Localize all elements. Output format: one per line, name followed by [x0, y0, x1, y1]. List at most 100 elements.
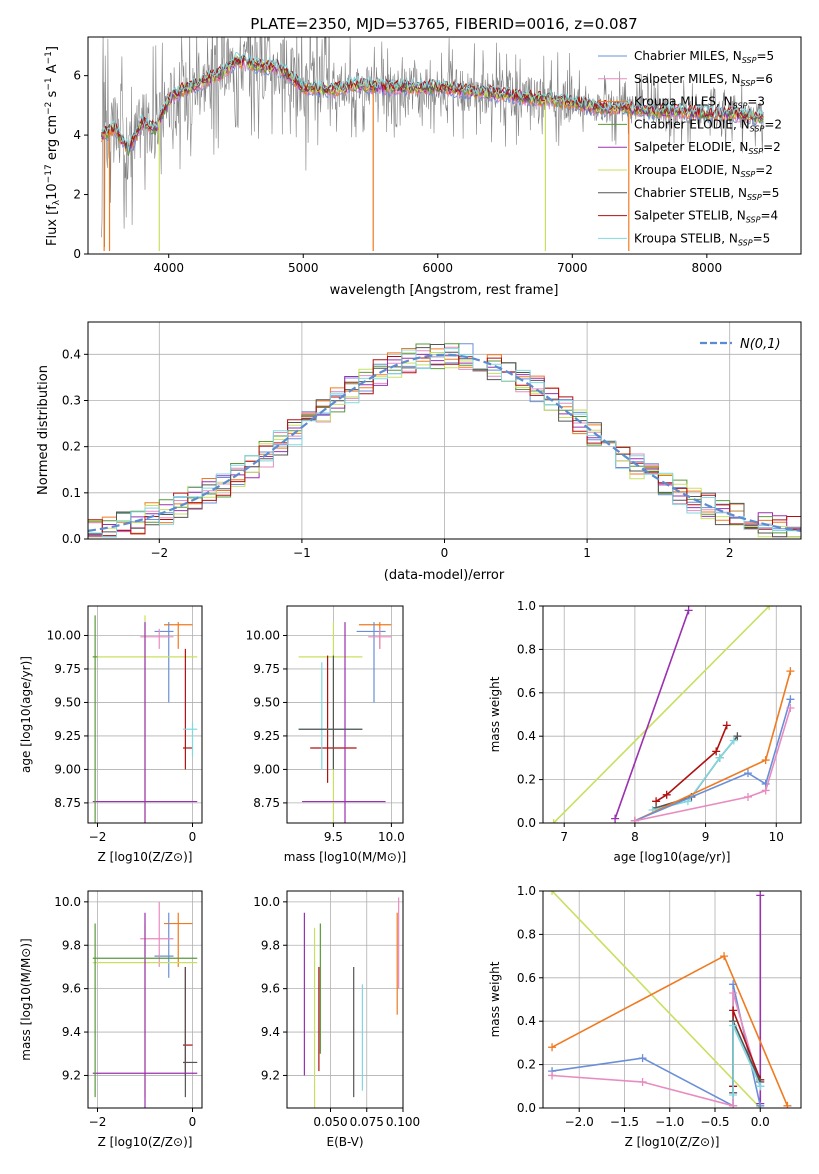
series-marker: [733, 732, 742, 741]
weight_vs_z-x-label: Z [log10(Z/Z⊙)]: [625, 1135, 720, 1149]
series-salpeter_miles: [548, 988, 765, 1108]
mass-vs-ebv-panel: 0.050 0.075 0.100 9.2 9.4 9.6 9.8 10.0 E(B-V): [253, 890, 420, 1149]
y-tick-label: 9.75: [253, 662, 280, 676]
y-tick-label: 8.75: [54, 796, 81, 810]
series-marker: [638, 1077, 647, 1086]
residual-histogram-salpeter_stelib: [88, 356, 801, 537]
series-marker: [722, 721, 731, 730]
weight_vs_age-x-label: age [log10(age/yr)]: [614, 850, 731, 864]
y-tick-label: 8.75: [253, 796, 280, 810]
spectrum-y-label: Flux [fλ10−17 erg cm−2 s−1 A−1]: [44, 46, 62, 246]
x-tick-label: 8: [631, 830, 639, 844]
y-tick-label: 9.2: [261, 1068, 280, 1082]
plot-frame: [542, 890, 802, 1109]
residual-panel: −2 −1 0 1 2 0.0 0.1 0.2 0.3 0.4 N(0,1) (data-model…: [36, 321, 802, 583]
age_vs_z-y-label: age [log10(age/yr)]: [19, 656, 33, 773]
series-chabrier_stelib: [652, 732, 742, 812]
point-chabrier_miles: [154, 912, 174, 978]
x-tick-label: 0: [189, 830, 197, 844]
y-tick-label: 0: [73, 247, 81, 261]
y-tick-label: 0.4: [517, 1014, 536, 1028]
age_vs_z-x-label: Z [log10(Z/Z⊙)]: [98, 850, 193, 864]
series-kroupa_elodie: [549, 606, 774, 823]
point-chabrier_stelib: [183, 966, 198, 1098]
series-marker: [756, 1101, 765, 1108]
spectrum-marks: [101, 37, 764, 252]
x-tick-label: −0.5: [700, 1115, 729, 1129]
y-tick-label: 9.6: [62, 982, 81, 996]
series-marker: [729, 1090, 738, 1099]
age-vs-z-panel: −2 0 8.75 9.00 9.25 9.50 9.75 10.00 Z [log10(Z/Z…: [19, 605, 203, 864]
age-vs-mass-panel: 9.5 10.0 8.75 9.00 9.25 9.50 9.75 10.00 mass [lo…: [246, 605, 406, 864]
mass_vs_z-x-label: Z [log10(Z/Z⊙)]: [98, 1135, 193, 1149]
mass_vs_ebv-marks: [303, 897, 400, 1108]
mass_vs_ebv-x-label: E(B-V): [326, 1135, 363, 1149]
y-tick-label: 10.0: [54, 895, 81, 909]
weight_vs_z-axes: −2.0 −1.5 −1.0 −0.5 0.0 0.0 0.2 0.4 0.6 0.8 1.0: [517, 884, 802, 1129]
x-tick-label: 0.0: [751, 1115, 770, 1129]
y-tick-label: 9.50: [54, 695, 81, 709]
legend-label-chabrier_miles: Chabrier MILES, NSSP=5: [634, 49, 774, 65]
series-marker: [765, 606, 774, 610]
x-tick-label: 10.0: [378, 830, 405, 844]
series-marker: [611, 814, 620, 823]
point-salpeter_stelib: [183, 966, 193, 1076]
series-marker: [548, 891, 557, 895]
series-marker: [548, 1043, 557, 1052]
y-tick-label: 9.4: [62, 1025, 81, 1039]
series-kroupa_miles: [548, 952, 792, 1108]
y-tick-label: 0.0: [517, 1101, 536, 1115]
series-marker: [549, 819, 558, 823]
y-tick-label: 0.2: [62, 440, 81, 454]
x-tick-label: −1.5: [610, 1115, 639, 1129]
x-tick-label: −2.0: [565, 1115, 594, 1129]
series-marker: [786, 703, 795, 712]
point-chabrier_stelib: [298, 655, 363, 770]
plot-frame: [87, 36, 802, 255]
point-salpeter_elodie: [302, 622, 386, 823]
y-tick-label: 0.8: [517, 642, 536, 656]
y-tick-label: 9.8: [62, 938, 81, 952]
y-tick-label: 0.4: [517, 729, 536, 743]
legend-label-salpeter_miles: Salpeter MILES, NSSP=6: [634, 72, 773, 88]
weight_vs_age-y-label: mass weight: [488, 676, 502, 752]
y-tick-label: 0.2: [517, 773, 536, 787]
spectrum-legend: Chabrier MILES, NSSP=5 Salpeter MILES, NS…: [598, 49, 782, 247]
point-chabrier_elodie: [92, 615, 98, 823]
series-marker: [729, 1021, 738, 1030]
y-tick-label: 0.6: [517, 686, 536, 700]
x-tick-label: −2: [89, 830, 107, 844]
x-tick-label: −1: [293, 546, 311, 560]
model-spectrum-kroupa_stelib: [101, 51, 764, 152]
plot-frame: [87, 605, 203, 824]
y-tick-label: 0.3: [62, 393, 81, 407]
y-tick-label: 9.2: [62, 1068, 81, 1082]
series-line: [634, 707, 792, 822]
weight_vs_z-marks: [548, 891, 792, 1108]
weight_vs_age-marks: [549, 606, 795, 823]
x-tick-label: −1.0: [655, 1115, 684, 1129]
series-line: [551, 984, 762, 1108]
point-salpeter_elodie: [92, 912, 198, 1108]
x-tick-label: 2: [726, 546, 734, 560]
y-tick-label: 0.6: [517, 971, 536, 985]
x-tick-label: 7: [560, 830, 568, 844]
series-line: [551, 891, 761, 1108]
series-marker: [761, 756, 770, 765]
x-tick-label: 4000: [153, 261, 184, 275]
plot-frame: [286, 890, 404, 1109]
spectrum-x-label: wavelength [Angstrom, rest frame]: [330, 283, 559, 298]
x-tick-label: −2: [89, 1115, 107, 1129]
plot-frame: [286, 605, 404, 824]
spectrum-title: PLATE=2350, MJD=53765, FIBERID=0016, z=0…: [250, 15, 637, 33]
legend-label-kroupa_elodie: Kroupa ELODIE, NSSP=2: [634, 163, 773, 179]
point-kroupa_stelib: [183, 722, 198, 757]
point-chabrier_elodie: [92, 923, 198, 1098]
y-tick-label: 9.00: [253, 762, 280, 776]
series-marker: [761, 786, 770, 795]
point-chabrier_miles: [356, 622, 386, 703]
series-line: [655, 725, 728, 802]
series-marker: [743, 769, 752, 778]
point-salpeter_stelib: [183, 648, 193, 770]
series-line: [655, 735, 739, 809]
